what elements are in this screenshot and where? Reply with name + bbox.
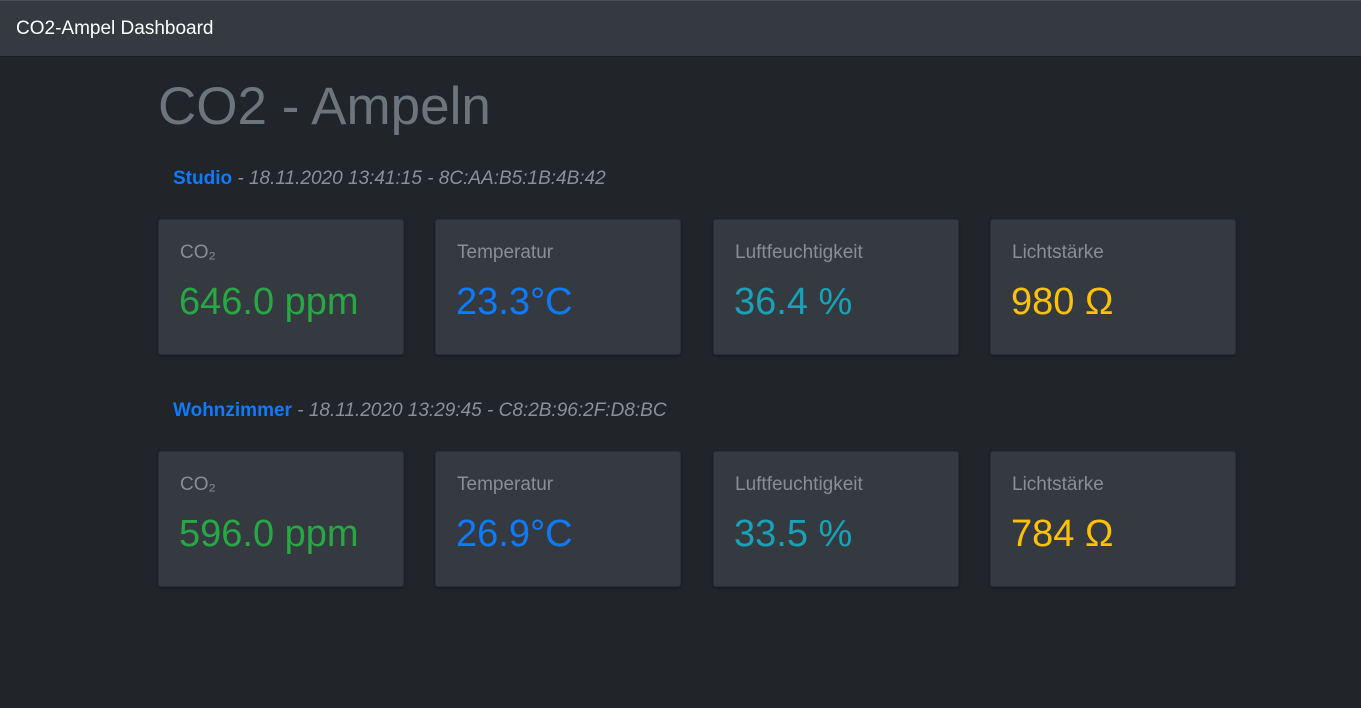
card-label: Lichtstärke [1012, 242, 1104, 263]
card-label: Lichtstärke [1012, 474, 1104, 495]
device-header-studio: Studio - 18.11.2020 13:41:15 - 8C:AA:B5:… [173, 168, 606, 190]
card-light: Lichtstärke 784 Ω [990, 451, 1236, 587]
card-value: 23.3°C [456, 281, 573, 323]
card-label: Temperatur [457, 474, 554, 495]
card-value: 36.4 % [734, 281, 853, 323]
card-value: 596.0 ppm [179, 513, 359, 555]
card-label: Temperatur [457, 242, 554, 263]
card-co2: CO₂ 646.0 ppm [158, 219, 404, 355]
page-title: CO2 - Ampeln [158, 77, 491, 136]
card-label: Luftfeuchtigkeit [735, 474, 863, 495]
card-value: 646.0 ppm [179, 281, 359, 323]
device-meta: - 18.11.2020 13:29:45 - C8:2B:96:2F:D8:B… [291, 400, 667, 421]
card-label: Luftfeuchtigkeit [735, 242, 863, 263]
card-value: 26.9°C [456, 513, 573, 555]
card-light: Lichtstärke 980 Ω [990, 219, 1236, 355]
card-humidity: Luftfeuchtigkeit 33.5 % [713, 451, 959, 587]
device-name[interactable]: Wohnzimmer [173, 400, 292, 421]
card-co2: CO₂ 596.0 ppm [158, 451, 404, 587]
device-meta: - 18.11.2020 13:41:15 - 8C:AA:B5:1B:4B:4… [232, 168, 606, 189]
device-name[interactable]: Studio [173, 168, 233, 189]
card-value: 784 Ω [1011, 513, 1114, 555]
card-humidity: Luftfeuchtigkeit 36.4 % [713, 219, 959, 355]
card-label: CO₂ [180, 242, 216, 263]
navbar-brand[interactable]: CO2-Ampel Dashboard [16, 18, 214, 39]
card-value: 980 Ω [1011, 281, 1114, 323]
navbar: CO2-Ampel Dashboard [0, 0, 1361, 57]
card-temperature: Temperatur 26.9°C [435, 451, 681, 587]
card-value: 33.5 % [734, 513, 853, 555]
card-temperature: Temperatur 23.3°C [435, 219, 681, 355]
card-label: CO₂ [180, 474, 216, 495]
device-header-wohnzimmer: Wohnzimmer - 18.11.2020 13:29:45 - C8:2B… [173, 400, 667, 422]
